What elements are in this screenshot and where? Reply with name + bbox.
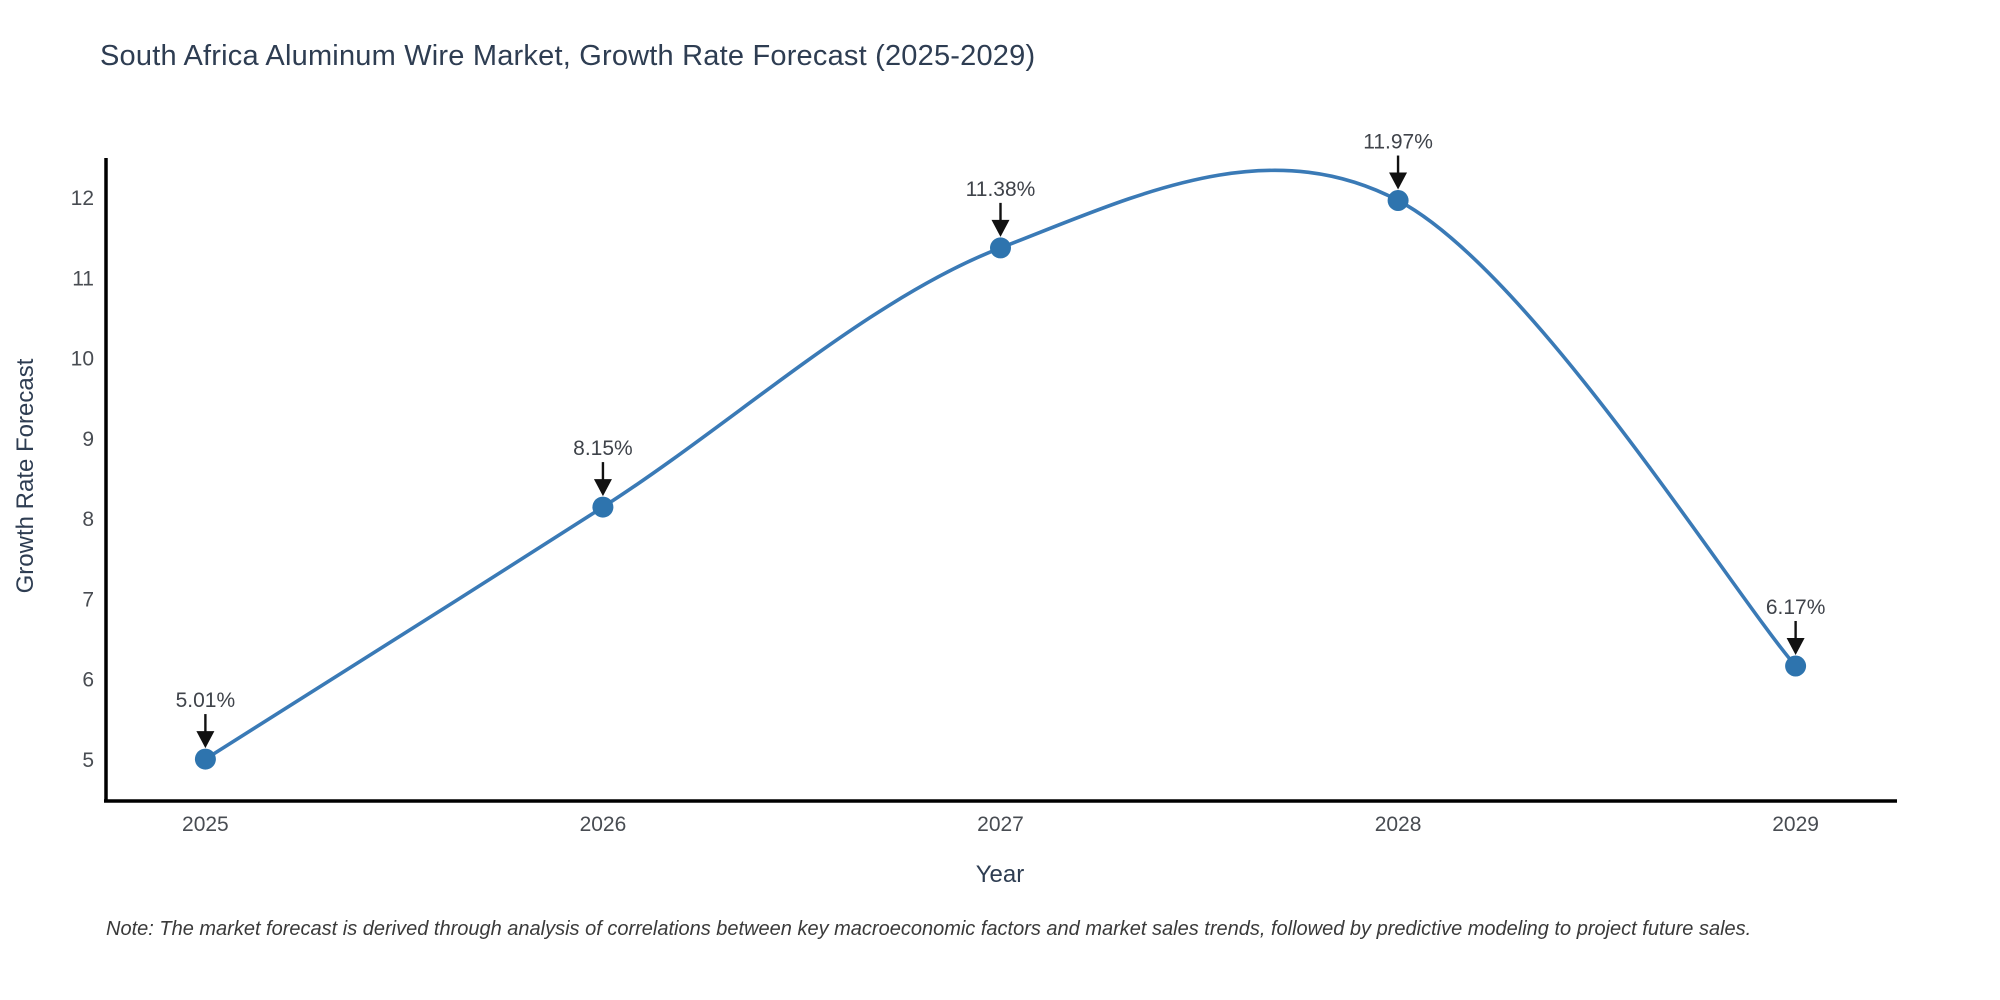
chart-title: South Africa Aluminum Wire Market, Growt… [100, 40, 1036, 72]
data-point-marker [194, 748, 216, 770]
x-tick-label: 2027 [977, 813, 1024, 836]
footnote: Note: The market forecast is derived thr… [106, 918, 1752, 940]
data-point-marker [1785, 655, 1807, 677]
annotation-arrowhead [1786, 637, 1805, 655]
y-axis-title: Growth Rate Forecast [12, 358, 39, 594]
annotation-label: 5.01% [176, 689, 236, 712]
x-tick-label: 2026 [580, 813, 627, 836]
data-point-marker [1387, 190, 1409, 211]
annotation-arrowhead [1389, 172, 1408, 190]
annotation-label: 8.15% [573, 437, 633, 460]
x-tick-label: 2029 [1772, 813, 1819, 836]
x-tick-label: 2025 [182, 813, 229, 836]
y-tick-label: 12 [71, 187, 94, 210]
y-tick-label: 9 [82, 428, 94, 451]
y-tick-label: 11 [72, 267, 94, 290]
annotation-arrowhead [593, 479, 612, 497]
annotation-label: 6.17% [1766, 596, 1826, 619]
x-tick-label: 2028 [1375, 813, 1422, 836]
annotation-arrowhead [991, 219, 1010, 237]
annotation-label: 11.38% [966, 178, 1036, 201]
y-tick-label: 7 [82, 588, 94, 611]
x-axis-title: Year [975, 861, 1025, 888]
annotation-label: 11.97% [1363, 131, 1433, 154]
y-tick-label: 6 [82, 669, 94, 692]
y-tick-label: 5 [82, 749, 94, 772]
trend-line [203, 168, 1798, 761]
data-point-marker [990, 237, 1011, 259]
y-tick-label: 10 [71, 348, 94, 371]
data-point-marker [592, 496, 614, 518]
annotation-arrowhead [196, 731, 215, 749]
y-tick-label: 8 [82, 508, 94, 531]
